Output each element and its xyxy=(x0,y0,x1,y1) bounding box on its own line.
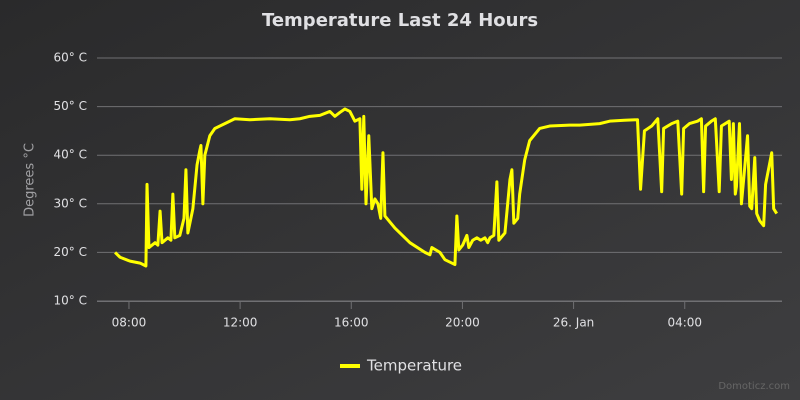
y-tick-label: 40° C xyxy=(54,148,87,162)
line-series xyxy=(114,107,778,268)
y-tick-label: 50° C xyxy=(54,99,87,113)
x-tick-label: 04:00 xyxy=(667,316,702,330)
x-tick-label: 20:00 xyxy=(445,316,480,330)
x-tick-label: 26. Jan xyxy=(553,316,594,330)
y-tick-label: 10° C xyxy=(54,294,87,308)
chart-title: Temperature Last 24 Hours xyxy=(262,10,538,31)
x-tick-label: 08:00 xyxy=(112,316,147,330)
y-tick-label: 30° C xyxy=(54,196,87,210)
y-tick-label: 60° C xyxy=(54,51,87,65)
credits: Domoticz.com xyxy=(718,381,790,392)
y-tick-label: 20° C xyxy=(54,245,87,259)
x-tick-label: 16:00 xyxy=(334,316,369,330)
y-axis-title: Degrees °C xyxy=(23,143,38,217)
legend-label: Temperature xyxy=(366,357,462,375)
x-tick-label: 12:00 xyxy=(223,316,258,330)
